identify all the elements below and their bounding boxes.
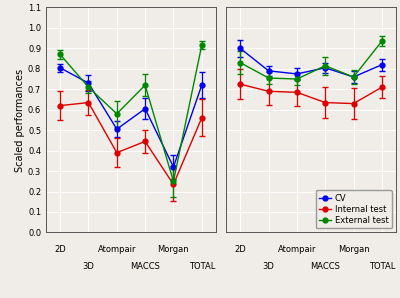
Text: TOTAL: TOTAL [188, 262, 215, 271]
Text: MACCS: MACCS [130, 262, 160, 271]
Text: Morgan: Morgan [338, 245, 369, 254]
Text: 2D: 2D [234, 245, 246, 254]
Text: 3D: 3D [82, 262, 94, 271]
Text: 3D: 3D [263, 262, 274, 271]
Y-axis label: Scaled performances: Scaled performances [15, 68, 25, 172]
Text: Morgan: Morgan [158, 245, 189, 254]
Text: Atompair: Atompair [278, 245, 316, 254]
Legend: CV, Internal test, External test: CV, Internal test, External test [316, 190, 392, 228]
Text: Atompair: Atompair [98, 245, 136, 254]
Text: MACCS: MACCS [310, 262, 340, 271]
Text: TOTAL: TOTAL [369, 262, 395, 271]
Text: 2D: 2D [54, 245, 66, 254]
